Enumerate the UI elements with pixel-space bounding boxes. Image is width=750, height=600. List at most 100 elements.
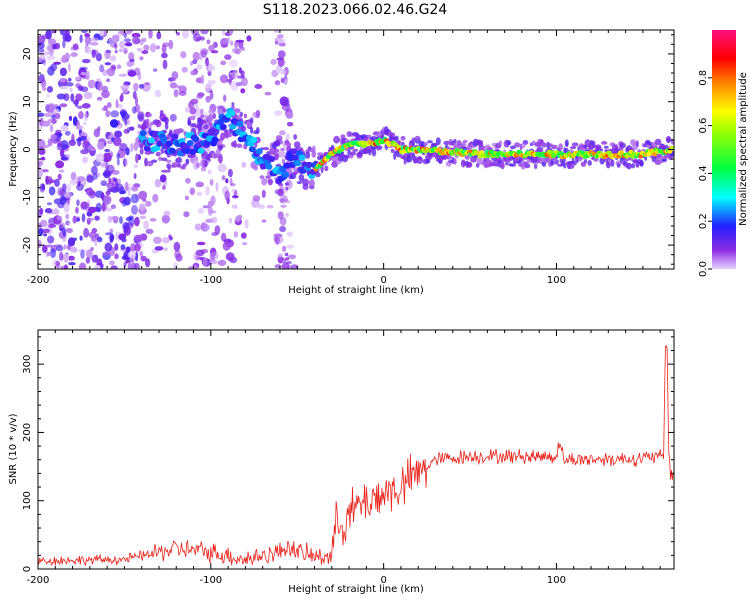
noise-cell <box>75 176 81 182</box>
noise-cell <box>59 85 68 90</box>
noise-cell <box>93 128 101 138</box>
halo-cell <box>240 125 247 133</box>
noise-cell <box>138 190 148 200</box>
halo-cell <box>249 117 254 124</box>
noise-cell <box>114 130 123 138</box>
noise-cell <box>114 253 119 260</box>
noise-cell <box>63 253 69 263</box>
ridge-cell <box>186 140 194 147</box>
noise-cell <box>230 80 239 91</box>
noise-cell <box>109 260 115 266</box>
noise-cell <box>103 105 108 111</box>
noise-cell <box>182 30 189 39</box>
halo-cell <box>400 135 406 141</box>
noise-cell <box>91 165 98 175</box>
halo-cell <box>462 139 468 143</box>
halo-cell <box>213 128 220 136</box>
noise-cell <box>56 93 66 100</box>
noise-cell <box>220 60 227 66</box>
noise-cell <box>110 216 120 221</box>
noise-cell <box>274 40 279 45</box>
noise-cell <box>123 38 132 43</box>
noise-cell <box>63 244 67 250</box>
ridge-cell <box>229 123 237 130</box>
halo-cell <box>308 179 315 188</box>
noise-cell <box>134 96 139 106</box>
x-tick-label: 100 <box>547 575 566 586</box>
noise-cell <box>101 202 106 212</box>
halo-cell <box>425 159 431 164</box>
noise-cell <box>233 231 239 238</box>
noise-cell <box>78 111 84 120</box>
halo-cell <box>616 163 621 168</box>
noise-cell <box>70 52 78 57</box>
ridge-cell <box>168 147 176 154</box>
noise-cell <box>144 82 151 86</box>
noise-cell <box>150 43 157 53</box>
noise-cell <box>86 175 94 183</box>
noise-cell <box>42 57 47 66</box>
halo-cell <box>175 157 183 164</box>
ridge-cell <box>268 155 276 163</box>
noise-cell <box>94 215 100 221</box>
noise-cell <box>252 195 261 202</box>
noise-cell <box>193 32 201 42</box>
noise-cell <box>75 217 80 222</box>
halo-cell <box>206 114 214 122</box>
halo-cell <box>239 112 243 117</box>
noise-cell <box>128 61 135 66</box>
noise-cell <box>48 223 57 228</box>
noise-cell <box>123 32 127 39</box>
noise-cell <box>91 228 98 233</box>
halo-cell <box>204 159 208 168</box>
noise-cell <box>42 120 51 127</box>
noise-cell <box>82 139 89 150</box>
noise-cell <box>240 88 246 94</box>
noise-cell <box>68 262 76 266</box>
noise-cell <box>275 138 284 145</box>
noise-cell <box>79 262 87 269</box>
noise-cell <box>44 208 53 214</box>
halo-cell <box>350 151 357 156</box>
ridge-cell <box>290 148 298 155</box>
halo-cell <box>505 161 509 166</box>
noise-cell <box>238 67 242 74</box>
noise-cell <box>67 237 76 247</box>
noise-cell <box>130 243 136 252</box>
noise-cell <box>189 115 196 121</box>
halo-cell <box>411 141 415 147</box>
halo-cell <box>534 163 538 170</box>
noise-cell <box>200 74 205 85</box>
noise-cell <box>161 52 168 59</box>
noise-cell <box>229 183 236 187</box>
noise-cell <box>74 77 81 81</box>
noise-cell <box>172 262 179 269</box>
noise-cell <box>145 228 154 235</box>
noise-cell <box>195 255 201 261</box>
noise-cell <box>135 153 139 164</box>
noise-cell <box>62 236 67 243</box>
noise-cell <box>212 79 216 85</box>
y-tick-label: 0 <box>22 146 33 152</box>
noise-cell <box>161 214 170 224</box>
plot-area <box>38 330 674 569</box>
noise-cell <box>107 215 113 223</box>
halo-cell <box>401 141 405 147</box>
figure-title: S118.2023.066.02.46.G24 <box>263 2 448 18</box>
halo-cell <box>506 140 512 146</box>
noise-cell <box>139 250 144 257</box>
noise-cell <box>254 84 263 89</box>
halo-cell <box>233 140 237 149</box>
noise-cell <box>72 43 79 50</box>
halo-cell <box>445 154 452 160</box>
halo-cell <box>639 159 644 167</box>
colorbar-ticks: 0.0 0.2 0.4 0.6 0.8 <box>698 70 712 277</box>
noise-cell <box>55 245 64 252</box>
noise-cell <box>207 169 212 175</box>
halo-cell <box>583 158 588 164</box>
noise-cell <box>74 99 79 108</box>
halo-cell <box>414 135 421 140</box>
halo-cell <box>453 138 457 144</box>
noise-cell <box>134 216 140 227</box>
noise-cell <box>257 204 266 209</box>
